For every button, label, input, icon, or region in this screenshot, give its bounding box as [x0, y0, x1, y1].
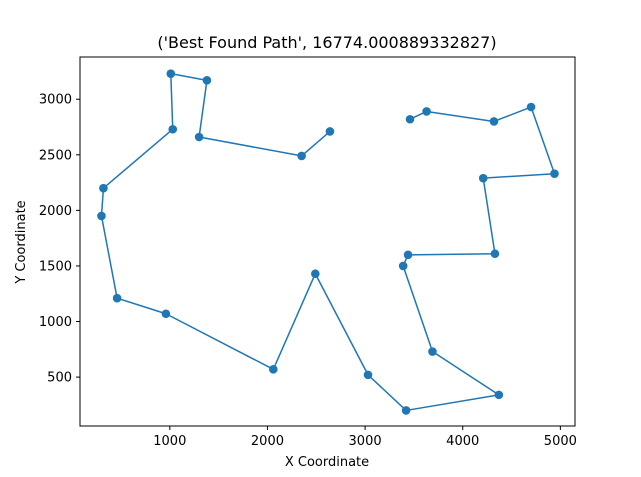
y-tick-label: 1000: [39, 315, 72, 330]
x-tick-label: 3000: [349, 434, 382, 449]
data-point: [422, 107, 431, 116]
data-point: [550, 169, 559, 178]
data-point: [489, 117, 499, 126]
plot-area: [97, 69, 559, 415]
x-tick-label: 5000: [544, 434, 577, 449]
data-point: [526, 102, 536, 112]
x-tick-label: 2000: [251, 434, 284, 449]
data-point: [401, 406, 411, 415]
data-point: [161, 309, 171, 319]
x-tick-label: 4000: [446, 434, 479, 449]
x-tick-label: 1000: [153, 434, 186, 449]
data-point: [405, 114, 415, 124]
data-point: [202, 76, 212, 85]
data-point: [494, 390, 504, 400]
data-point: [112, 293, 122, 303]
data-point: [269, 365, 278, 374]
data-point: [398, 261, 408, 271]
y-tick-label: 1500: [39, 259, 72, 274]
data-point: [325, 127, 335, 136]
data-point: [363, 370, 373, 380]
data-point: [403, 250, 413, 260]
y-tick-label: 3000: [39, 93, 72, 108]
data-point: [297, 151, 306, 161]
axes-frame: [79, 56, 576, 427]
data-point: [99, 183, 108, 193]
data-point: [168, 124, 178, 134]
x-axis: 1000 2000 3000 4000 5000: [153, 426, 577, 449]
y-tick-label: 2500: [39, 148, 72, 163]
data-point: [428, 347, 437, 356]
data-point: [97, 211, 106, 221]
chart-title: ('Best Found Path', 16774.000889332827): [157, 33, 496, 52]
data-point: [311, 269, 320, 279]
y-tick-label: 500: [47, 371, 72, 386]
x-axis-label: X Coordinate: [285, 455, 369, 470]
data-point: [478, 173, 488, 183]
y-axis: 500 1000 1500 2000 2500 3000: [39, 93, 80, 386]
data-point: [490, 249, 500, 259]
data-point: [166, 69, 176, 78]
y-axis-label: Y Coordinate: [14, 200, 29, 284]
y-tick-label: 2000: [39, 204, 72, 219]
data-point: [194, 132, 204, 142]
